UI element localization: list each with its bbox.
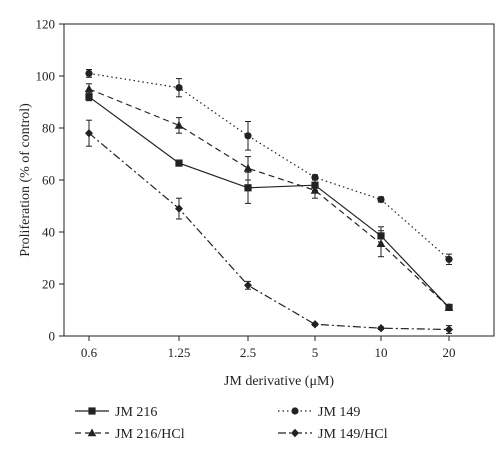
y-tick-label: 40 bbox=[42, 225, 55, 240]
legend: JM 216 JM 216/HCl JM 149 JM 149/HCl bbox=[75, 405, 388, 442]
x-tick-label: 1.25 bbox=[168, 345, 191, 360]
series-line bbox=[88, 72, 450, 260]
x-tick-label: 2.5 bbox=[240, 345, 256, 360]
data-point bbox=[175, 204, 183, 213]
data-point bbox=[175, 84, 183, 92]
y-tick-label: 120 bbox=[36, 17, 56, 32]
legend-marker bbox=[291, 428, 299, 438]
data-point bbox=[244, 184, 252, 192]
plot-area bbox=[84, 69, 454, 334]
data-point bbox=[84, 84, 94, 93]
data-point bbox=[377, 195, 385, 204]
series-jm-149 bbox=[85, 69, 453, 265]
legend-label: JM 216 bbox=[115, 405, 157, 420]
data-point bbox=[85, 129, 93, 138]
y-tick-label: 0 bbox=[49, 329, 56, 344]
data-point bbox=[243, 163, 253, 172]
series-line bbox=[88, 132, 450, 331]
data-point bbox=[174, 120, 184, 129]
data-point bbox=[445, 325, 453, 334]
y-tick-label: 20 bbox=[42, 277, 55, 292]
legend-item: JM 149/HCl bbox=[278, 427, 388, 442]
data-point bbox=[444, 302, 454, 311]
x-tick-label: 5 bbox=[312, 345, 319, 360]
series-jm-216 bbox=[85, 92, 453, 311]
x-tick-label: 10 bbox=[375, 345, 388, 360]
data-point bbox=[85, 93, 93, 101]
data-point bbox=[85, 69, 93, 77]
series-line bbox=[88, 96, 450, 308]
y-axis-title: Proliferation (% of control) bbox=[18, 103, 33, 257]
data-point bbox=[311, 173, 319, 181]
data-point bbox=[311, 320, 319, 329]
x-tick-label: 20 bbox=[443, 345, 456, 360]
data-point bbox=[310, 185, 320, 194]
y-tick-label: 80 bbox=[42, 121, 55, 136]
legend-label: JM 216/HCl bbox=[115, 427, 185, 442]
data-point bbox=[244, 281, 252, 290]
series-jm-216-hcl bbox=[84, 83, 454, 311]
series-line bbox=[88, 88, 450, 308]
x-tick-label: 0.6 bbox=[81, 345, 98, 360]
legend-item: JM 216/HCl bbox=[75, 427, 185, 442]
legend-marker bbox=[88, 407, 96, 415]
legend-marker bbox=[291, 407, 299, 415]
data-point bbox=[377, 324, 385, 333]
axes: 0 20 40 60 80 100 120 0.6 1.25 2.5 5 10 20 bbox=[36, 17, 495, 360]
legend-label: JM 149/HCl bbox=[318, 427, 388, 442]
legend-label: JM 149 bbox=[318, 405, 360, 420]
y-tick-label: 60 bbox=[42, 173, 55, 188]
y-tick-label: 100 bbox=[36, 69, 56, 84]
x-axis-title: JM derivative (μM) bbox=[224, 374, 334, 389]
legend-item: JM 216 bbox=[75, 405, 157, 420]
legend-item: JM 149 bbox=[278, 405, 360, 420]
data-point bbox=[445, 255, 453, 263]
data-point bbox=[244, 132, 252, 140]
data-point bbox=[175, 159, 183, 167]
series-jm-149-hcl bbox=[85, 119, 453, 334]
legend-marker bbox=[87, 428, 97, 437]
data-point bbox=[376, 239, 386, 247]
